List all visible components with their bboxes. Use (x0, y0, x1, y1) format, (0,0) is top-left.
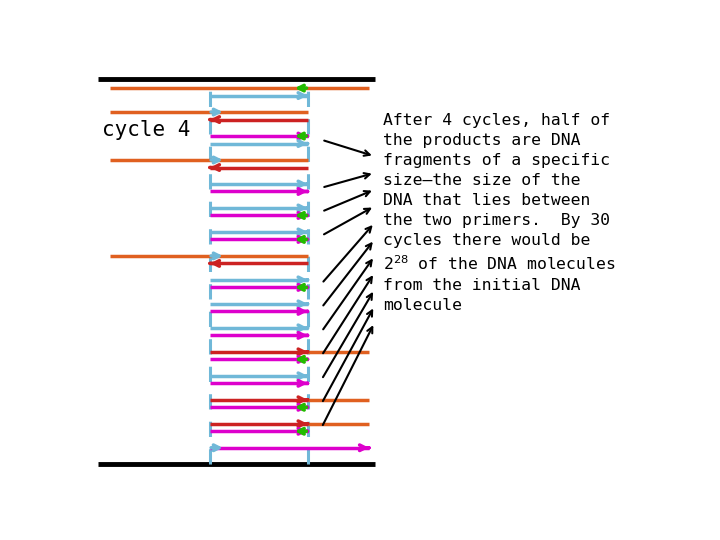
Text: cycle 4: cycle 4 (102, 120, 191, 140)
Text: After 4 cycles, half of
the products are DNA
fragments of a specific
size—the si: After 4 cycles, half of the products are… (383, 113, 616, 313)
